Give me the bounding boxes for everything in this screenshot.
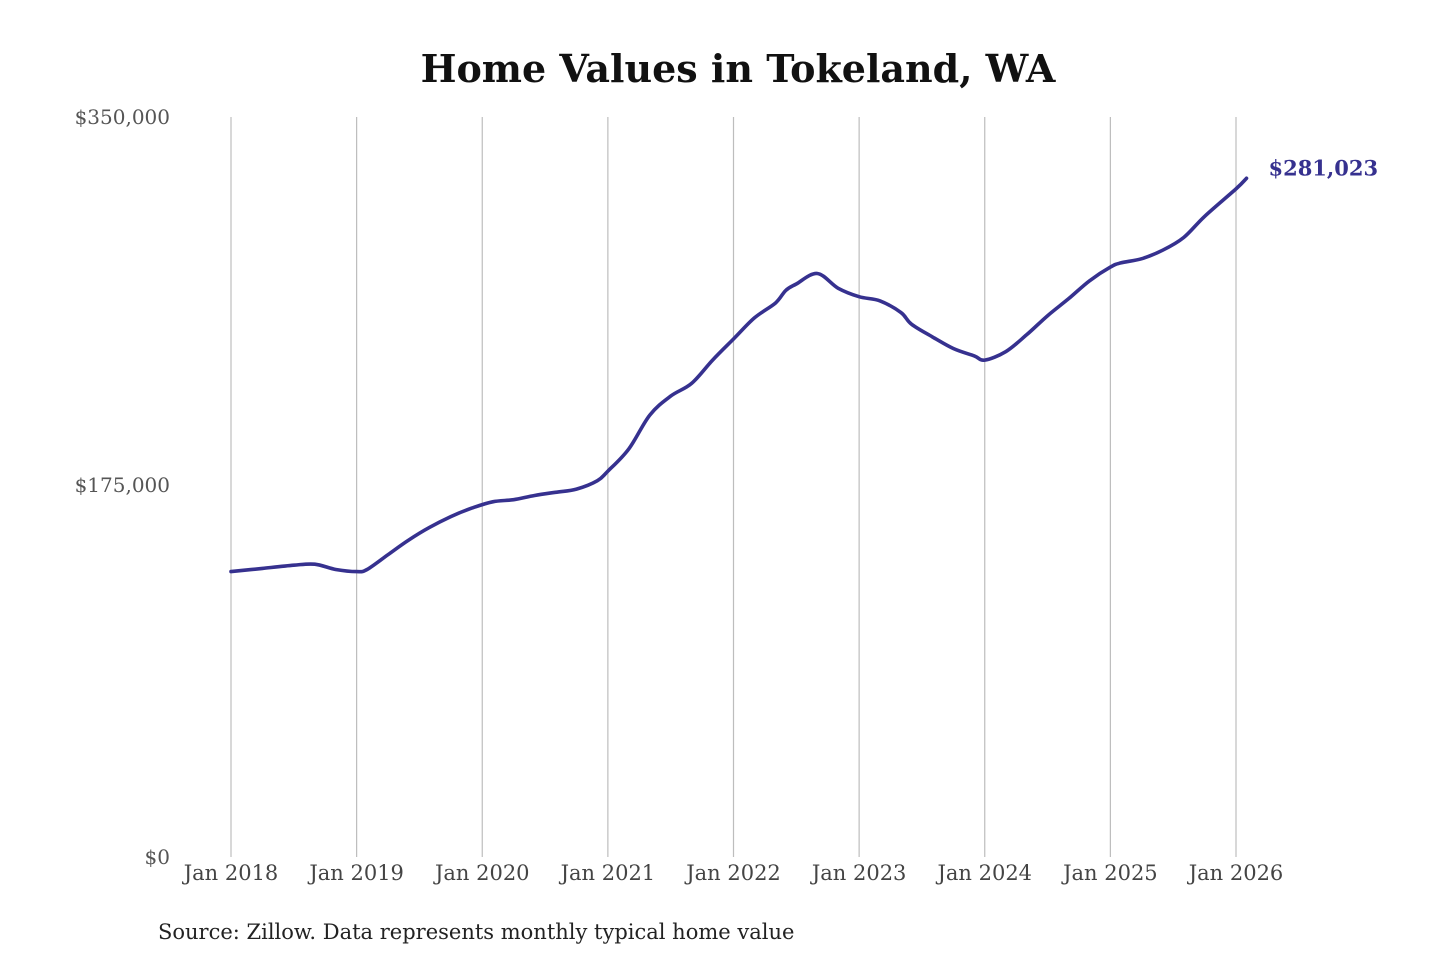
x-tick-label-6: Jan 2024: [935, 861, 1032, 885]
y-tick-label-0: $0: [145, 845, 170, 869]
y-tick-label-175000: $175,000: [75, 473, 170, 497]
gridlines: [230, 117, 1237, 857]
x-tick-label-7: Jan 2025: [1061, 861, 1158, 885]
y-axis: $350,000 $175,000 $0: [75, 105, 170, 869]
x-tick-label-8: Jan 2026: [1187, 861, 1284, 885]
y-tick-label-350000: $350,000: [75, 105, 170, 129]
x-tick-label-3: Jan 2021: [559, 861, 656, 885]
series-line-home-value: [229, 176, 1249, 574]
chart-title: Home Values in Tokeland, WA: [421, 46, 1056, 91]
x-tick-label-1: Jan 2019: [307, 861, 404, 885]
x-tick-label-5: Jan 2023: [810, 861, 907, 885]
last-value-label: $281,023: [1268, 155, 1378, 180]
source-note: Source: Zillow. Data represents monthly …: [158, 920, 794, 944]
x-tick-label-2: Jan 2020: [433, 861, 530, 885]
x-axis: Jan 2018 Jan 2019 Jan 2020 Jan 2021 Jan 2022…: [182, 861, 1284, 885]
x-tick-label-4: Jan 2022: [684, 861, 781, 885]
x-tick-label-0: Jan 2018: [182, 861, 279, 885]
